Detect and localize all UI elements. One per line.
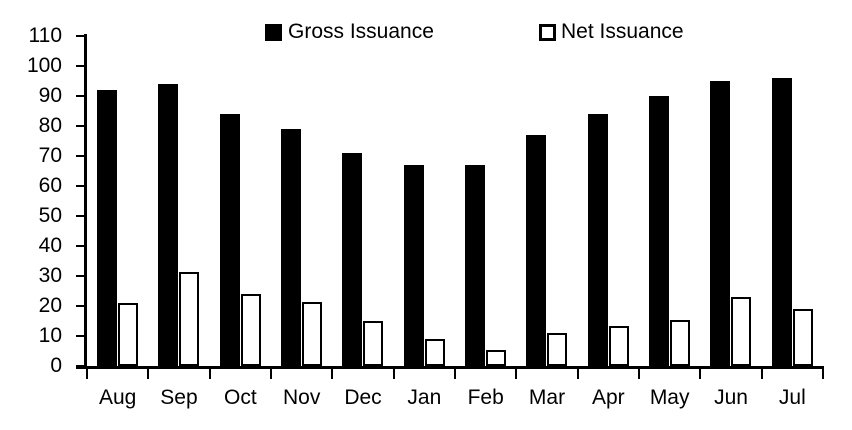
- bar-net-dec: [363, 321, 384, 366]
- bar-net-apr: [608, 325, 629, 366]
- bar-gross-feb: [465, 165, 485, 366]
- y-axis-tick: [76, 275, 86, 277]
- x-axis-tick: [576, 366, 579, 379]
- bar-gross-dec: [342, 153, 363, 366]
- x-axis-label-may: May: [649, 386, 690, 409]
- x-axis-label-jan: Jan: [407, 386, 442, 409]
- legend-net-swatch-icon: [539, 24, 556, 41]
- x-axis-tick: [760, 366, 763, 379]
- bar-gross-jun: [710, 81, 731, 366]
- x-axis-tick: [270, 366, 272, 379]
- x-axis-tick: [822, 366, 824, 379]
- y-axis-tick: [76, 65, 86, 67]
- x-axis-label-feb: Feb: [467, 386, 504, 409]
- x-axis-tick: [147, 366, 150, 379]
- x-axis-label-oct: Oct: [223, 386, 257, 409]
- bar-gross-aug: [97, 90, 117, 366]
- bar-gross-oct: [219, 114, 240, 366]
- y-axis-label: 40: [38, 234, 62, 257]
- y-axis-label: 50: [38, 204, 62, 227]
- y-axis-label: 0: [50, 354, 62, 377]
- x-axis-tick: [208, 366, 211, 379]
- bar-gross-sep: [158, 84, 179, 366]
- y-axis-label: 100: [26, 54, 62, 77]
- x-axis-label-nov: Nov: [282, 386, 321, 409]
- bar-net-jul: [792, 309, 813, 366]
- y-axis-tick: [76, 185, 86, 187]
- y-axis-label: 60: [38, 174, 62, 197]
- legend-net-label: Net Issuance: [561, 20, 684, 43]
- bar-net-nov: [302, 301, 322, 366]
- y-axis-tick: [76, 155, 86, 157]
- y-axis-tick: [76, 335, 86, 337]
- x-axis-tick: [699, 366, 702, 379]
- bar-gross-jan: [403, 165, 424, 366]
- x-axis-label-dec: Dec: [344, 386, 382, 409]
- bar-net-oct: [240, 294, 261, 366]
- y-axis-tick: [76, 215, 86, 217]
- bar-gross-nov: [281, 129, 301, 366]
- y-axis-label: 80: [38, 114, 62, 137]
- y-axis-label: 20: [38, 294, 62, 317]
- y-axis-tick: [76, 35, 86, 37]
- y-axis-label: 30: [38, 264, 62, 287]
- y-axis-label: 110: [28, 24, 62, 47]
- y-axis-label: 10: [38, 324, 62, 347]
- x-axis-label-sep: Sep: [160, 386, 198, 409]
- x-axis-label-mar: Mar: [528, 386, 566, 409]
- x-axis-tick: [331, 366, 334, 379]
- x-axis-label-jul: Jul: [778, 386, 806, 409]
- bar-net-aug: [118, 303, 138, 366]
- bar-gross-apr: [587, 114, 608, 366]
- y-axis-tick: [76, 365, 86, 367]
- x-axis-label-apr: Apr: [591, 386, 625, 409]
- x-axis-tick: [86, 366, 88, 379]
- y-axis-tick: [76, 95, 86, 97]
- bar-gross-jul: [771, 78, 792, 366]
- legend-gross-swatch-icon: [265, 24, 282, 41]
- bar-gross-mar: [526, 135, 547, 366]
- y-axis-tick: [76, 125, 86, 127]
- x-axis-line: [76, 366, 823, 369]
- x-axis-tick: [515, 366, 518, 379]
- x-axis-label-jun: Jun: [714, 386, 748, 409]
- y-axis-tick: [76, 305, 86, 307]
- bar-net-feb: [486, 349, 506, 366]
- legend-gross-label: Gross Issuance: [288, 20, 434, 43]
- y-axis-tick: [76, 245, 86, 247]
- bar-net-jun: [731, 297, 752, 366]
- x-axis-tick: [638, 366, 640, 379]
- x-axis-label-aug: Aug: [98, 386, 137, 409]
- y-axis-label: 90: [38, 84, 62, 107]
- bar-net-jan: [424, 339, 445, 366]
- bar-net-mar: [547, 333, 568, 366]
- bar-gross-may: [649, 96, 669, 366]
- bar-net-may: [670, 319, 690, 366]
- y-axis-line: [84, 34, 87, 369]
- x-axis-tick: [454, 366, 456, 379]
- bar-net-sep: [179, 271, 200, 366]
- y-axis-label: 70: [38, 144, 62, 167]
- x-axis-tick: [392, 366, 395, 379]
